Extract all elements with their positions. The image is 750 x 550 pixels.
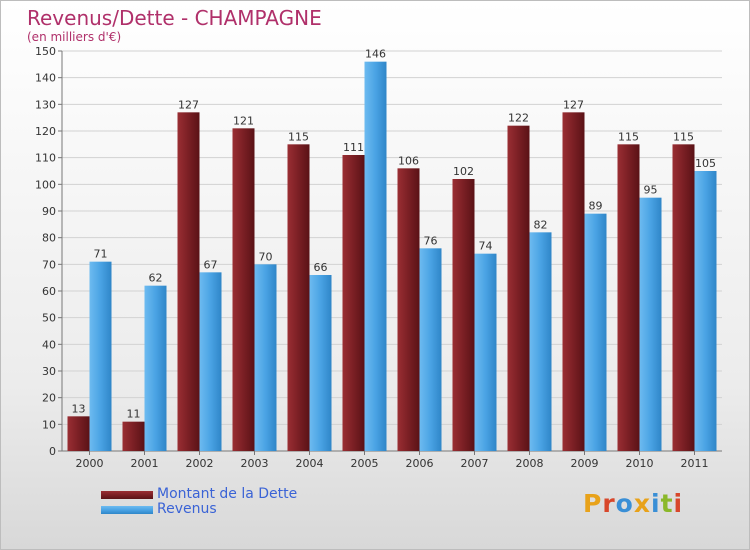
bar-revenue-value-label: 95 [644, 184, 658, 197]
bar-revenue [474, 253, 497, 451]
x-tick-label: 2000 [76, 457, 104, 470]
bar-debt-value-label: 13 [72, 402, 86, 415]
x-tick-label: 2003 [241, 457, 269, 470]
bar-revenue-value-label: 70 [259, 250, 273, 263]
bar-debt-value-label: 122 [508, 112, 529, 125]
y-tick-label: 130 [35, 98, 56, 111]
y-tick-label: 0 [49, 445, 56, 458]
y-tick-label: 70 [42, 258, 56, 271]
legend-item-revenue: Revenus [101, 502, 297, 517]
y-tick-label: 60 [42, 285, 56, 298]
x-tick-label: 2002 [186, 457, 214, 470]
y-tick-label: 150 [35, 45, 56, 58]
bar-debt [452, 179, 475, 451]
logo-letter: o [615, 489, 634, 518]
y-tick-label: 100 [35, 178, 56, 191]
bar-debt-value-label: 111 [343, 141, 364, 154]
legend: Montant de la Dette Revenus [101, 487, 297, 517]
bar-debt [672, 144, 695, 452]
bar-debt-value-label: 115 [618, 130, 639, 143]
legend-item-debt: Montant de la Dette [101, 487, 297, 502]
bar-revenue-value-label: 67 [204, 258, 218, 271]
bar-debt-value-label: 121 [233, 114, 254, 127]
bar-revenue [89, 261, 112, 451]
y-tick-label: 50 [42, 312, 56, 325]
x-tick-label: 2009 [571, 457, 599, 470]
legend-swatch-revenue [101, 505, 153, 514]
y-tick-label: 10 [42, 418, 56, 431]
x-tick-label: 2010 [626, 457, 654, 470]
bar-revenue-value-label: 62 [149, 272, 163, 285]
bar-debt [507, 125, 530, 452]
x-tick-label: 2008 [516, 457, 544, 470]
bar-revenue [694, 171, 717, 451]
bar-revenue [199, 272, 222, 451]
bar-debt [562, 112, 585, 451]
logo-letter: r [602, 489, 616, 518]
proxiti-logo: Proxiti [583, 489, 683, 518]
legend-label-debt: Montant de la Dette [157, 486, 298, 502]
logo-letter: i [673, 489, 684, 518]
bar-revenue [639, 197, 662, 451]
logo-letter: t [660, 489, 674, 518]
y-tick-label: 20 [42, 392, 56, 405]
x-tick-label: 2001 [131, 457, 159, 470]
legend-label-revenue: Revenus [157, 501, 217, 517]
bar-revenue-value-label: 146 [365, 48, 386, 61]
bar-revenue-value-label: 76 [424, 234, 438, 247]
bar-debt-value-label: 106 [398, 154, 419, 167]
bar-revenue [309, 275, 332, 451]
bar-revenue [364, 61, 387, 452]
logo-letter: i [651, 489, 661, 518]
bar-debt-value-label: 11 [127, 408, 141, 421]
bar-revenue [584, 213, 607, 451]
y-tick-label: 30 [42, 365, 56, 378]
bar-debt [122, 421, 145, 451]
y-tick-label: 80 [42, 232, 56, 245]
bar-debt-value-label: 115 [673, 130, 694, 143]
logo-letter: x [633, 489, 651, 518]
logo-letter: P [583, 489, 603, 518]
chart-subtitle: (en milliers d'€) [27, 30, 122, 44]
y-tick-label: 90 [42, 205, 56, 218]
bar-debt [177, 112, 200, 451]
y-tick-label: 40 [42, 338, 56, 351]
bar-debt [287, 144, 310, 452]
bar-debt-value-label: 102 [453, 165, 474, 178]
bar-revenue-value-label: 105 [695, 157, 716, 170]
bar-debt [67, 416, 90, 451]
y-tick-label: 120 [35, 125, 56, 138]
bar-revenue-value-label: 89 [589, 200, 603, 213]
y-tick-label: 140 [35, 72, 56, 85]
bar-revenue [529, 232, 552, 451]
bar-revenue [254, 264, 277, 451]
x-tick-label: 2004 [296, 457, 324, 470]
bar-debt [342, 155, 365, 451]
bar-debt-value-label: 127 [563, 98, 584, 111]
bar-debt [397, 168, 420, 452]
bar-revenue-value-label: 74 [479, 240, 493, 253]
chart-title: Revenus/Dette - CHAMPAGNE [27, 6, 322, 30]
y-tick-label: 110 [35, 152, 56, 165]
x-tick-label: 2007 [461, 457, 489, 470]
x-tick-label: 2011 [681, 457, 709, 470]
bar-revenue [144, 285, 167, 451]
bar-debt-value-label: 127 [178, 98, 199, 111]
bar-debt [232, 128, 255, 451]
bar-debt-value-label: 115 [288, 130, 309, 143]
x-tick-label: 2006 [406, 457, 434, 470]
legend-swatch-debt [101, 490, 153, 499]
x-tick-label: 2005 [351, 457, 379, 470]
bar-revenue-value-label: 82 [534, 218, 548, 231]
bar-revenue [419, 248, 442, 451]
bar-debt [617, 144, 640, 452]
bar-revenue-value-label: 71 [94, 248, 108, 261]
bar-revenue-value-label: 66 [314, 261, 328, 274]
